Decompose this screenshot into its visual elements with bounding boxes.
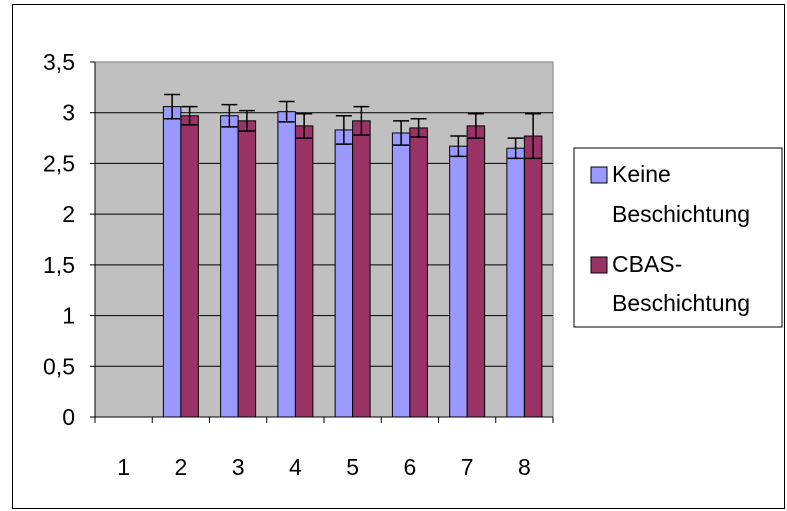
bar [507, 148, 525, 417]
bar [410, 128, 428, 417]
y-axis: 0 0,5 1 1,5 2 2,5 3 3,5 [43, 49, 95, 430]
legend-label-cbas-line2: Beschichtung [612, 290, 750, 316]
bar [392, 133, 410, 417]
y-tick-label: 2 [62, 201, 75, 227]
legend: Keine Beschichtung CBAS- Beschichtung [574, 148, 782, 327]
bar [238, 121, 256, 417]
legend-swatch-keine [591, 167, 607, 183]
x-tick-label: 5 [346, 454, 359, 480]
x-tick-label: 1 [117, 454, 130, 480]
y-tick-label: 3,5 [43, 49, 75, 75]
x-tick-label: 4 [289, 454, 302, 480]
y-tick-label: 0 [62, 404, 75, 430]
y-tick-label: 1,5 [43, 252, 75, 278]
bar [221, 116, 239, 417]
x-tick-label: 6 [403, 454, 416, 480]
bar [450, 146, 468, 417]
x-axis: 1 2 3 4 5 6 7 8 [95, 417, 553, 480]
bar [278, 112, 296, 417]
y-tick-label: 2,5 [43, 150, 75, 176]
legend-label-cbas-line1: CBAS- [612, 251, 682, 277]
x-tick-label: 7 [461, 454, 474, 480]
bar [295, 126, 313, 417]
legend-swatch-cbas [591, 257, 607, 273]
y-tick-label: 0,5 [43, 353, 75, 379]
x-tick-label: 8 [518, 454, 531, 480]
bar [353, 121, 371, 417]
bar [467, 126, 485, 417]
y-tick-label: 3 [62, 100, 75, 126]
bar [524, 136, 542, 417]
bar [335, 130, 353, 417]
bar [163, 107, 181, 417]
x-tick-label: 3 [232, 454, 245, 480]
legend-label-keine-line2: Beschichtung [612, 201, 750, 227]
bar [181, 116, 199, 417]
legend-label-keine-line1: Keine [612, 161, 671, 187]
x-tick-label: 2 [174, 454, 187, 480]
y-tick-label: 1 [62, 303, 75, 329]
